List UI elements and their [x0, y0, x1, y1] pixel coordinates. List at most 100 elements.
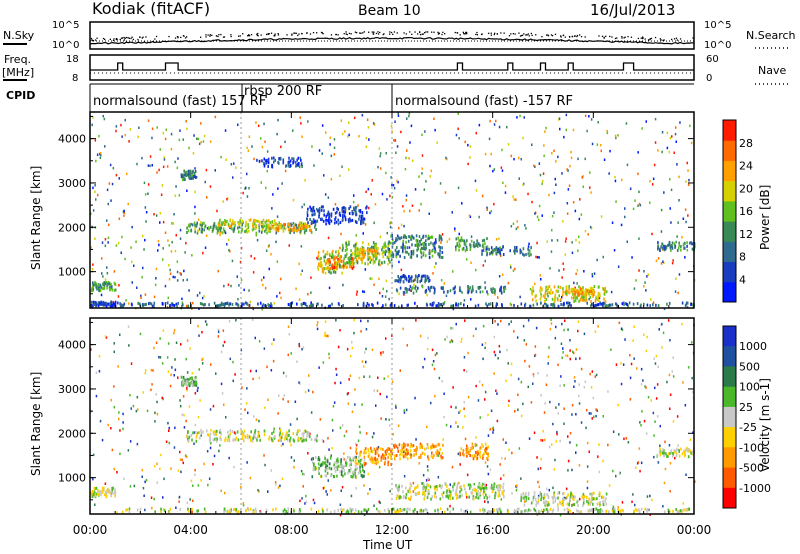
- echo-pixel: [341, 470, 343, 474]
- echo-pixel: [315, 436, 318, 440]
- echo-pixel: [669, 244, 672, 248]
- noise-search-dot: [562, 34, 565, 37]
- echo-pixel: [553, 149, 555, 152]
- echo-pixel: [652, 303, 654, 307]
- echo-pixel: [198, 368, 200, 371]
- echo-pixel: [637, 151, 639, 154]
- echo-pixel: [335, 465, 337, 469]
- echo-pixel: [448, 237, 451, 241]
- echo-pixel: [676, 235, 678, 238]
- echo-pixel: [581, 295, 583, 299]
- echo-pixel: [420, 202, 422, 206]
- echo-pixel: [469, 244, 472, 247]
- echo-pixel: [114, 488, 116, 492]
- echo-pixel: [92, 263, 94, 266]
- echo-pixel: [186, 387, 188, 390]
- echo-pixel: [229, 509, 232, 513]
- echo-pixel: [537, 494, 540, 498]
- echo-pixel: [188, 378, 190, 382]
- echo-pixel: [306, 434, 308, 438]
- echo-pixel: [342, 457, 345, 461]
- echo-pixel: [352, 265, 355, 269]
- echo-pixel: [267, 225, 269, 229]
- echo-pixel: [91, 304, 93, 308]
- echo-pixel: [493, 123, 496, 126]
- echo-pixel: [99, 289, 102, 293]
- echo-pixel: [276, 225, 278, 229]
- echo-pixel: [214, 437, 216, 441]
- echo-pixel: [665, 247, 667, 251]
- echo-pixel: [254, 436, 256, 440]
- echo-pixel: [193, 442, 195, 445]
- noise-search-dot: [209, 35, 211, 37]
- echo-pixel: [566, 301, 568, 305]
- echo-pixel: [412, 249, 415, 253]
- echo-pixel: [247, 229, 250, 233]
- echo-pixel: [154, 283, 157, 287]
- echo-pixel: [144, 480, 146, 484]
- echo-pixel: [515, 246, 518, 249]
- noise-search-dot: [512, 33, 514, 35]
- echo-pixel: [525, 509, 528, 512]
- echo-pixel: [318, 207, 321, 211]
- echo-pixel: [605, 509, 608, 513]
- echo-pixel: [342, 246, 344, 250]
- echo-pixel: [344, 218, 347, 222]
- echo-pixel: [563, 384, 565, 387]
- echo-pixel: [646, 335, 648, 339]
- echo-pixel: [454, 229, 456, 232]
- echo-pixel: [243, 438, 245, 442]
- echo-pixel: [309, 224, 311, 228]
- echo-pixel: [342, 259, 345, 263]
- echo-pixel: [215, 432, 217, 436]
- echo-pixel: [348, 260, 351, 264]
- echo-pixel: [440, 238, 443, 242]
- echo-pixel: [427, 276, 430, 280]
- echo-pixel: [335, 373, 338, 376]
- echo-pixel: [255, 369, 257, 373]
- echo-pixel: [180, 343, 182, 346]
- echo-pixel: [277, 412, 279, 415]
- noise-left-label: N.Sky: [3, 29, 35, 42]
- echo-pixel: [177, 469, 180, 472]
- echo-pixel: [336, 457, 339, 461]
- echo-pixel: [363, 474, 365, 478]
- echo-pixel: [553, 285, 556, 289]
- echo-pixel: [615, 200, 617, 203]
- echo-pixel: [576, 288, 578, 292]
- echo-pixel: [677, 221, 679, 224]
- echo-pixel: [188, 171, 191, 175]
- echo-pixel: [446, 507, 449, 511]
- echo-pixel: [285, 431, 288, 435]
- echo-pixel: [334, 211, 337, 215]
- echo-pixel: [412, 444, 415, 448]
- echo-pixel: [179, 237, 182, 240]
- echo-pixel: [218, 224, 221, 228]
- echo-pixel: [171, 222, 173, 225]
- echo-pixel: [520, 510, 523, 514]
- noise-search-dot: [372, 33, 375, 35]
- echo-pixel: [230, 284, 232, 288]
- echo-pixel: [404, 250, 407, 254]
- echo-pixel: [647, 273, 649, 276]
- echo-pixel: [409, 285, 412, 289]
- echo-pixel: [203, 295, 205, 298]
- echo-pixel: [237, 226, 239, 230]
- echo-pixel: [187, 507, 189, 511]
- echo-pixel: [388, 447, 391, 451]
- echo-pixel: [321, 267, 324, 271]
- echo-pixel: [144, 238, 146, 242]
- echo-pixel: [346, 261, 348, 265]
- echo-pixel: [654, 117, 657, 121]
- echo-pixel: [486, 465, 489, 468]
- echo-pixel: [337, 508, 339, 512]
- echo-pixel: [215, 225, 217, 229]
- echo-pixel: [285, 164, 287, 168]
- echo-pixel: [186, 127, 188, 131]
- echo-pixel: [366, 249, 369, 253]
- echo-pixel: [277, 439, 280, 442]
- noise-search-dot: [411, 33, 413, 35]
- echo-pixel: [265, 161, 268, 165]
- echo-pixel: [414, 285, 417, 289]
- echo-pixel: [568, 287, 571, 291]
